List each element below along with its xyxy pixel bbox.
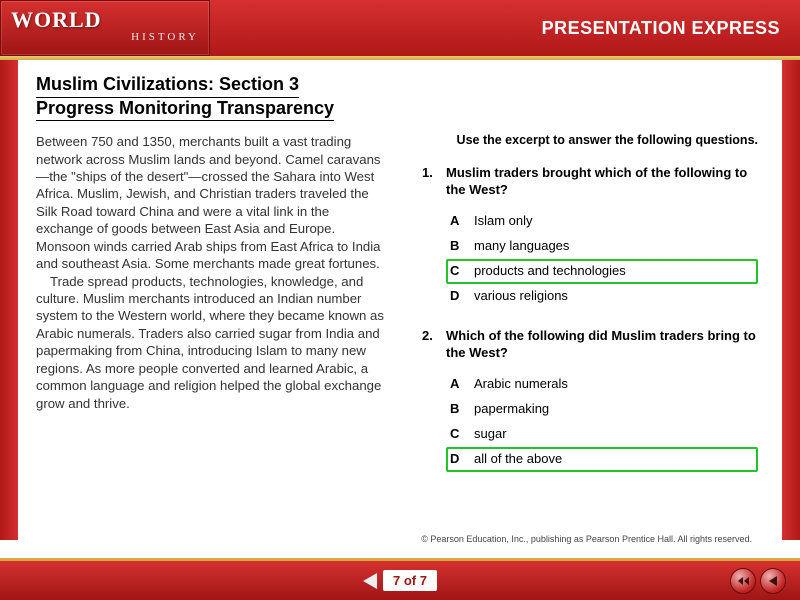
choice-list: A Arabic numerals B papermaking C sugar …	[446, 372, 758, 471]
choice-text: papermaking	[474, 400, 549, 419]
prev-page-arrow-icon[interactable]	[363, 573, 377, 589]
passage-paragraph: Between 750 and 1350, merchants built a …	[36, 133, 386, 272]
choice-text: sugar	[474, 425, 507, 444]
choice-text: products and technologies	[474, 262, 626, 281]
double-left-icon	[738, 577, 749, 585]
gold-stripe	[0, 56, 800, 60]
choice-letter: D	[450, 287, 464, 306]
choice-d[interactable]: D all of the above	[446, 447, 758, 472]
questions-panel: Use the excerpt to answer the following …	[404, 133, 758, 491]
question-number: 2.	[422, 328, 438, 362]
question-stem: 2. Which of the following did Muslim tra…	[422, 328, 758, 362]
question-stem: 1. Muslim traders brought which of the f…	[422, 165, 758, 199]
choice-list: A Islam only B many languages C products…	[446, 209, 758, 308]
choice-text: Islam only	[474, 212, 533, 231]
passage-paragraph: Trade spread products, technologies, kno…	[36, 273, 386, 412]
slide-content: Muslim Civilizations: Section 3 Progress…	[30, 70, 770, 550]
choice-letter: A	[450, 375, 464, 394]
worksheet: Between 750 and 1350, merchants built a …	[30, 129, 770, 491]
choice-letter: B	[450, 400, 464, 419]
choice-letter: B	[450, 237, 464, 256]
question-2: 2. Which of the following did Muslim tra…	[422, 328, 758, 471]
prev-slide-button[interactable]	[760, 568, 786, 594]
instruction: Use the excerpt to answer the following …	[404, 133, 758, 147]
copyright: © Pearson Education, Inc., publishing as…	[421, 534, 752, 544]
choice-letter: A	[450, 212, 464, 231]
left-border	[0, 60, 18, 540]
right-border	[782, 60, 800, 540]
question-text: Muslim traders brought which of the foll…	[446, 165, 758, 199]
app-header: WORLD HISTORY PRESENTATION EXPRESS	[0, 0, 800, 56]
choice-letter: C	[450, 262, 464, 281]
header-right: PRESENTATION EXPRESS	[210, 0, 800, 56]
question-number: 1.	[422, 165, 438, 199]
choice-b[interactable]: B papermaking	[446, 397, 758, 422]
product-title: PRESENTATION EXPRESS	[542, 18, 780, 39]
slide-title: Muslim Civilizations: Section 3 Progress…	[36, 74, 770, 121]
pager: 7 of 7	[363, 570, 437, 591]
logo: WORLD HISTORY	[0, 0, 210, 56]
choice-b[interactable]: B many languages	[446, 234, 758, 259]
page-indicator: 7 of 7	[383, 570, 437, 591]
choice-c[interactable]: C sugar	[446, 422, 758, 447]
choice-letter: C	[450, 425, 464, 444]
choice-a[interactable]: A Arabic numerals	[446, 372, 758, 397]
title-line-2: Progress Monitoring Transparency	[36, 98, 334, 122]
left-arrow-icon	[769, 576, 777, 586]
nav-buttons	[730, 568, 786, 594]
logo-sub: HISTORY	[131, 31, 199, 43]
choice-text: many languages	[474, 237, 569, 256]
footer: 7 of 7	[0, 558, 800, 600]
choice-text: all of the above	[474, 450, 562, 469]
choice-d[interactable]: D various religions	[446, 284, 758, 309]
question-text: Which of the following did Muslim trader…	[446, 328, 758, 362]
logo-main: WORLD	[11, 7, 199, 33]
choice-a[interactable]: A Islam only	[446, 209, 758, 234]
question-1: 1. Muslim traders brought which of the f…	[422, 165, 758, 308]
choice-letter: D	[450, 450, 464, 469]
passage: Between 750 and 1350, merchants built a …	[36, 133, 386, 491]
choice-c[interactable]: C products and technologies	[446, 259, 758, 284]
choice-text: Arabic numerals	[474, 375, 568, 394]
first-slide-button[interactable]	[730, 568, 756, 594]
choice-text: various religions	[474, 287, 568, 306]
title-line-1: Muslim Civilizations: Section 3	[36, 74, 299, 98]
